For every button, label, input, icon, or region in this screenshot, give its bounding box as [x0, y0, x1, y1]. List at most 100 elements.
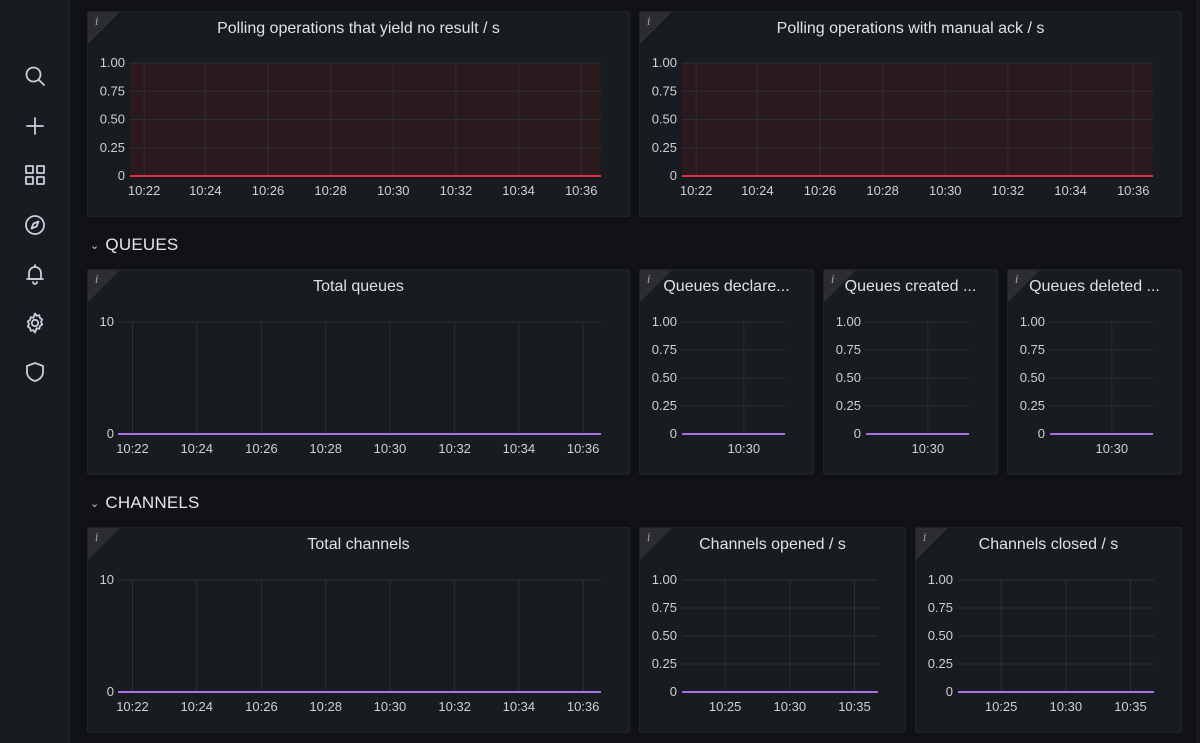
y-tick-label: 0 — [670, 426, 677, 441]
x-tick-label: 10:30 — [929, 183, 962, 198]
section-queues[interactable]: ⌄ QUEUES — [90, 235, 178, 255]
chart-queues-declared: 0 0.25 0.50 0.75 1.00 10:30 — [652, 314, 785, 456]
y-tick-label: 0.75 — [1020, 342, 1045, 357]
y-tick-label: 10 — [100, 572, 114, 587]
y-tick-label: 0.75 — [652, 342, 677, 357]
x-tick-label: 10:32 — [438, 699, 471, 714]
x-tick-label: 10:32 — [438, 441, 471, 456]
y-tick-label: 0.50 — [652, 370, 677, 385]
y-tick-label: 0.25 — [928, 656, 953, 671]
info-icon[interactable]: i — [647, 15, 651, 28]
info-icon[interactable]: i — [95, 531, 99, 544]
chart-queues-deleted: 0 0.25 0.50 0.75 1.00 10:30 — [1020, 314, 1153, 456]
scroll-edge — [1196, 0, 1200, 743]
info-icon[interactable]: i — [647, 273, 651, 286]
gear-icon[interactable] — [22, 310, 48, 336]
y-tick-label: 0.50 — [652, 112, 677, 127]
y-tick-label: 0.25 — [652, 656, 677, 671]
y-tick-label: 0.50 — [100, 112, 125, 127]
x-tick-label: 10:22 — [680, 183, 713, 198]
x-tick-label: 10:25 — [709, 699, 742, 714]
panel-queues-created: i Queues created ... 0 0.25 0.50 0.75 1.00 10… — [823, 269, 998, 475]
chart-polling-manual-ack: 0 0.25 0.50 0.75 1.00 10:22 10:24 10:26 10:28 10:… — [652, 55, 1153, 198]
y-tick-label: 1.00 — [836, 314, 861, 329]
info-icon[interactable]: i — [95, 273, 99, 286]
x-tick-label: 10:24 — [180, 441, 213, 456]
x-tick-label: 10:26 — [245, 699, 278, 714]
bell-icon[interactable] — [22, 261, 48, 287]
x-tick-label: 10:22 — [116, 441, 149, 456]
x-tick-label: 10:22 — [128, 183, 161, 198]
chart-total-channels: 0 10 10:22 10:24 10:26 10:28 10:30 10:32 10:34 10… — [100, 572, 601, 714]
y-tick-label: 0.75 — [100, 83, 125, 98]
x-tick-label: 10:30 — [374, 441, 407, 456]
y-tick-label: 0.75 — [652, 83, 677, 98]
chart-channels-opened: 0 0.25 0.50 0.75 1.00 10:25 10:30 10:35 — [652, 572, 878, 714]
chart-channels-closed: 0 0.25 0.50 0.75 1.00 10:25 10:30 10:35 — [928, 572, 1154, 714]
chart-total-queues: 0 10 10:22 10:24 10:26 10:28 10:30 10:32 10:34 10… — [100, 314, 601, 456]
info-icon[interactable]: i — [1015, 273, 1019, 286]
x-tick-label: 10:22 — [116, 699, 149, 714]
y-tick-label: 0.50 — [1020, 370, 1045, 385]
info-icon[interactable]: i — [923, 531, 927, 544]
plus-icon[interactable] — [22, 113, 48, 139]
section-channels[interactable]: ⌄ CHANNELS — [90, 493, 200, 513]
x-tick-label: 10:28 — [309, 699, 342, 714]
y-tick-label: 0 — [118, 168, 125, 183]
x-tick-label: 10:34 — [1054, 183, 1087, 198]
y-tick-label: 0.25 — [1020, 398, 1045, 413]
chevron-down-icon: ⌄ — [90, 497, 100, 510]
y-tick-label: 0 — [107, 426, 114, 441]
y-tick-label: 0.25 — [652, 398, 677, 413]
x-tick-label: 10:24 — [189, 183, 222, 198]
info-icon[interactable]: i — [647, 531, 651, 544]
section-title: QUEUES — [105, 235, 179, 254]
y-tick-label: 0.50 — [652, 628, 677, 643]
info-icon[interactable]: i — [831, 273, 835, 286]
panel-total-queues: i Total queues 0 10 10:22 10:24 10:26 10:28 10… — [87, 269, 630, 475]
x-tick-label: 10:28 — [866, 183, 899, 198]
x-tick-label: 10:35 — [1114, 699, 1147, 714]
y-tick-label: 0.50 — [836, 370, 861, 385]
y-tick-label: 1.00 — [652, 314, 677, 329]
dashboards-icon[interactable] — [22, 162, 48, 188]
section-title: CHANNELS — [105, 493, 200, 512]
x-tick-label: 10:36 — [567, 441, 600, 456]
x-tick-label: 10:30 — [774, 699, 807, 714]
y-tick-label: 1.00 — [100, 55, 125, 70]
x-tick-label: 10:30 — [1050, 699, 1083, 714]
y-tick-label: 0.75 — [836, 342, 861, 357]
y-tick-label: 0.25 — [652, 140, 677, 155]
y-tick-label: 1.00 — [1020, 314, 1045, 329]
panel-total-channels: i Total channels 0 10 10:22 10:24 10:26 10:28… — [87, 527, 630, 733]
x-tick-label: 10:34 — [503, 699, 536, 714]
info-icon[interactable]: i — [95, 15, 99, 28]
x-tick-label: 10:36 — [1117, 183, 1150, 198]
x-tick-label: 10:30 — [912, 441, 945, 456]
x-tick-label: 10:30 — [1096, 441, 1129, 456]
x-tick-label: 10:28 — [314, 183, 347, 198]
y-tick-label: 10 — [100, 314, 114, 329]
y-tick-label: 1.00 — [652, 572, 677, 587]
chart-queues-created: 0 0.25 0.50 0.75 1.00 10:30 — [836, 314, 969, 456]
x-tick-label: 10:30 — [728, 441, 761, 456]
x-tick-label: 10:35 — [838, 699, 871, 714]
y-tick-label: 0 — [670, 168, 677, 183]
y-tick-label: 1.00 — [928, 572, 953, 587]
chevron-down-icon: ⌄ — [90, 239, 100, 252]
search-icon[interactable] — [22, 63, 48, 89]
y-tick-label: 0 — [854, 426, 861, 441]
panel-channels-closed: i Channels closed / s 0 0.25 0.50 0.75 1.00 1… — [915, 527, 1182, 733]
y-tick-label: 1.00 — [652, 55, 677, 70]
compass-icon[interactable] — [22, 212, 48, 238]
panel-queues-declared: i Queues declare... 0 0.25 0.50 0.75 1.00 10:… — [639, 269, 814, 475]
x-tick-label: 10:25 — [985, 699, 1018, 714]
y-tick-label: 0 — [670, 684, 677, 699]
y-tick-label: 0.50 — [928, 628, 953, 643]
x-tick-label: 10:28 — [309, 441, 342, 456]
x-tick-label: 10:30 — [377, 183, 410, 198]
panel-polling-no-result: i Polling operations that yield no resul… — [87, 11, 630, 217]
shield-icon[interactable] — [22, 359, 48, 385]
y-tick-label: 0.75 — [652, 600, 677, 615]
x-tick-label: 10:32 — [440, 183, 473, 198]
